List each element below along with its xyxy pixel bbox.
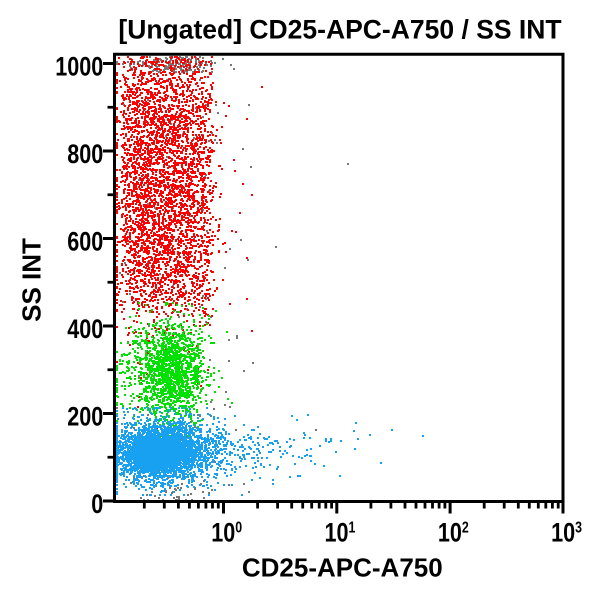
svg-text:SS INT: SS INT [17, 238, 47, 322]
svg-text:600: 600 [67, 227, 103, 257]
svg-text:101: 101 [325, 518, 356, 548]
svg-text:400: 400 [67, 315, 103, 345]
svg-text:0: 0 [91, 490, 103, 520]
svg-text:103: 103 [551, 518, 582, 548]
svg-text:800: 800 [67, 140, 103, 170]
svg-text:[Ungated] CD25-APC-A750 / SS I: [Ungated] CD25-APC-A750 / SS INT [118, 15, 561, 45]
svg-text:1000: 1000 [55, 52, 103, 82]
svg-text:CD25-APC-A750: CD25-APC-A750 [242, 553, 443, 583]
svg-text:200: 200 [67, 402, 103, 432]
